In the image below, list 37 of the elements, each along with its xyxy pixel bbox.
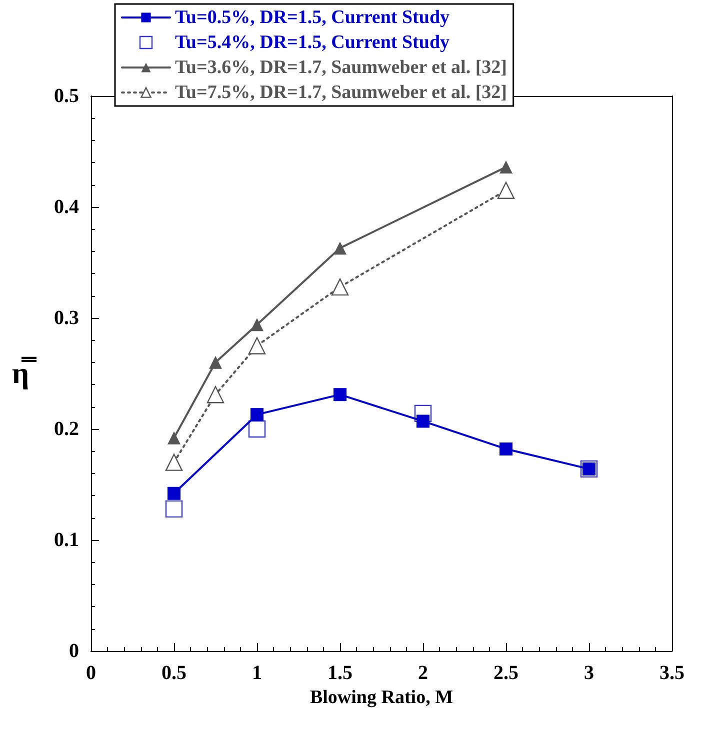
point bbox=[500, 160, 512, 174]
point bbox=[168, 431, 180, 444]
y-tick-label: 0.3 bbox=[54, 307, 79, 329]
point bbox=[331, 278, 349, 296]
x-tick-label: 3.5 bbox=[660, 662, 684, 684]
point bbox=[416, 414, 430, 428]
point bbox=[248, 337, 266, 354]
point bbox=[334, 388, 346, 402]
point bbox=[165, 500, 183, 518]
y-tick-label: 0.4 bbox=[54, 196, 79, 218]
x-tick-label: 3 bbox=[584, 662, 594, 684]
point bbox=[500, 442, 512, 456]
y-tick-label: 0.1 bbox=[54, 529, 79, 551]
point bbox=[168, 486, 180, 500]
point bbox=[165, 454, 183, 471]
point bbox=[248, 420, 266, 438]
legend-label: Tu=0.5%, DR=1.5, Current Study bbox=[175, 7, 450, 28]
legend-label: Tu=3.6%, DR=1.7, Saumweber et al. [32] bbox=[175, 57, 507, 78]
point bbox=[250, 318, 264, 332]
y-axis-title: η̿ bbox=[12, 356, 37, 390]
legend-label: Tu=5.4%, DR=1.5, Current Study bbox=[175, 32, 450, 53]
point bbox=[334, 242, 346, 255]
legend-label: Tu=7.5%, DR=1.7, Saumweber et al. [32] bbox=[175, 82, 507, 103]
x-tick-label: 0.5 bbox=[162, 662, 186, 684]
point bbox=[250, 408, 264, 422]
y-tick-label: 0.5 bbox=[54, 85, 79, 107]
point bbox=[206, 386, 224, 404]
x-tick-label: 1.5 bbox=[328, 662, 352, 684]
x-tick-label: 2.5 bbox=[494, 662, 518, 684]
x-tick-label: 1 bbox=[252, 662, 262, 684]
x-axis-title: Blowing Ratio, M bbox=[310, 686, 454, 708]
point bbox=[209, 356, 222, 369]
y-tick-label: 0 bbox=[69, 640, 79, 662]
x-tick-label: 2 bbox=[418, 662, 428, 684]
y-tick-label: 0.2 bbox=[54, 418, 79, 440]
point bbox=[497, 182, 515, 199]
x-tick-label: 0 bbox=[86, 662, 96, 684]
